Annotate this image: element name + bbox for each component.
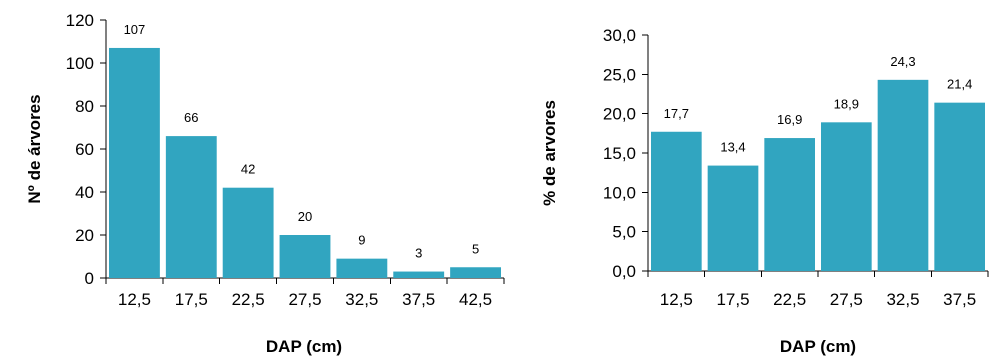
x-tick-label: 17,5 <box>716 290 749 309</box>
bar <box>764 138 815 271</box>
y-tick-label: 20 <box>75 226 94 245</box>
data-label: 20 <box>298 209 312 224</box>
x-tick-label: 32,5 <box>886 290 919 309</box>
bar <box>109 47 160 279</box>
bar <box>821 122 872 271</box>
x-tick-label: 12,5 <box>660 290 693 309</box>
y-tick-label: 15,0 <box>603 144 636 163</box>
data-label: 18,9 <box>834 96 859 111</box>
data-label: 13,4 <box>720 140 745 155</box>
bar <box>934 102 985 271</box>
y-tick-label: 40 <box>75 183 94 202</box>
data-label: 16,9 <box>777 112 802 127</box>
y-tick-label: 30,0 <box>603 26 636 45</box>
y-axis-title: % de arvores <box>540 100 559 206</box>
y-tick-label: 0,0 <box>612 262 636 281</box>
x-axis-title: DAP (cm) <box>266 337 342 356</box>
x-tick-label: 12,5 <box>118 290 151 309</box>
bar <box>393 271 445 278</box>
chart-2: 0,0 5,0 10,0 15,0 20,0 25,0 30,0 17,7 12,5 13,4 17… <box>540 26 989 356</box>
bar <box>707 165 759 271</box>
y-tick-label: 100 <box>66 54 94 73</box>
data-label: 66 <box>184 110 198 125</box>
y-tick-label: 20,0 <box>603 105 636 124</box>
y-axis-title: Nº de árvores <box>25 94 44 203</box>
data-label: 5 <box>472 241 479 256</box>
y-tick-label: 10,0 <box>603 183 636 202</box>
x-tick-label: 22,5 <box>232 290 265 309</box>
y-tick-label: 80 <box>75 97 94 116</box>
x-tick-label: 22,5 <box>773 290 806 309</box>
x-tick-label: 37,5 <box>402 290 435 309</box>
data-label: 17,7 <box>664 106 689 121</box>
x-tick-label: 37,5 <box>943 290 976 309</box>
bar <box>165 136 217 278</box>
data-label: 24,3 <box>890 54 915 69</box>
bar <box>336 258 388 278</box>
x-tick-label: 42,5 <box>459 290 492 309</box>
bar <box>279 235 331 278</box>
x-tick-label: 17,5 <box>175 290 208 309</box>
y-tick-label: 0 <box>85 269 94 288</box>
x-tick-label: 27,5 <box>830 290 863 309</box>
data-label: 42 <box>241 162 255 177</box>
chart-1: 0 20 40 60 80 100 120 107 12,5 66 17,5 42 22,5 20 27,5… <box>25 11 505 356</box>
x-tick-label: 27,5 <box>288 290 321 309</box>
bar <box>450 267 501 278</box>
bar <box>222 187 274 278</box>
bar <box>651 131 702 271</box>
data-label: 21,4 <box>947 77 972 92</box>
y-tick-label: 25,0 <box>603 65 636 84</box>
x-axis-title: DAP (cm) <box>780 337 856 356</box>
x-tick-label: 32,5 <box>345 290 378 309</box>
bar <box>877 79 929 271</box>
y-tick-label: 5,0 <box>612 223 636 242</box>
data-label: 9 <box>358 233 365 248</box>
data-label: 3 <box>415 246 422 261</box>
y-tick-label: 60 <box>75 140 94 159</box>
data-label: 107 <box>124 22 146 37</box>
y-tick-label: 120 <box>66 11 94 30</box>
